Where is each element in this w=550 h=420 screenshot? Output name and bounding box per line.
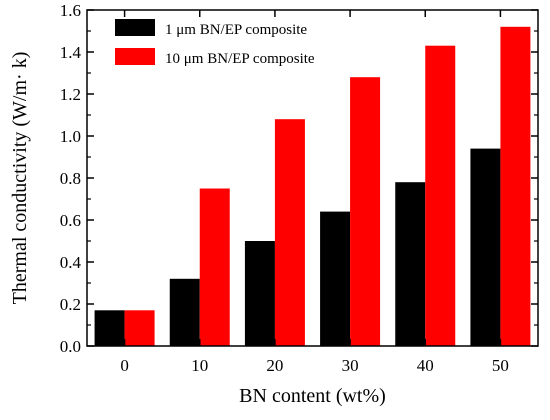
legend-swatch-1um [115,19,155,36]
bar-10um-10 [199,188,230,346]
y-tick-label: 1.4 [60,43,82,62]
y-tick-label: 0.2 [60,295,81,314]
y-tick-label: 0.8 [60,169,81,188]
bars-layer [94,26,531,347]
bar-1um-40 [395,182,426,346]
y-axis: 0.0 0.2 0.4 0.6 0.8 1.0 1.2 1.4 1.6 [60,1,538,356]
bar-1um-30 [320,211,351,346]
bar-10um-30 [350,77,381,346]
y-tick-label: 1.0 [60,127,81,146]
x-axis: 0 10 20 30 40 50 [120,10,509,375]
x-tick-label: 0 [120,356,129,375]
legend-swatch-10um [115,48,155,65]
x-tick-label: 30 [342,356,359,375]
bar-1um-10 [169,278,200,346]
y-tick-label: 0.6 [60,211,81,230]
bar-10um-50 [500,26,531,347]
x-tick-label: 20 [266,356,283,375]
legend: 1 μm BN/EP composite 10 μm BN/EP composi… [115,19,315,67]
bar-1um-20 [244,241,275,346]
bar-1um-0 [94,310,125,346]
y-axis-title: Thermal conductivity (W/m· k) [9,52,31,305]
y-tick-label: 0.4 [60,253,82,272]
x-tick-label: 10 [191,356,208,375]
y-tick-label: 1.6 [60,1,81,20]
bar-10um-20 [274,119,305,346]
legend-label-1um: 1 μm BN/EP composite [165,22,307,38]
y-tick-label: 0.0 [60,337,81,356]
x-tick-label: 40 [417,356,434,375]
x-axis-title: BN content (wt%) [239,385,386,407]
bar-10um-40 [425,45,456,346]
x-tick-label: 50 [492,356,509,375]
y-tick-label: 1.2 [60,85,81,104]
legend-label-10um: 10 μm BN/EP composite [165,51,315,67]
bar-10um-0 [124,310,155,346]
bar-1um-50 [470,148,501,346]
